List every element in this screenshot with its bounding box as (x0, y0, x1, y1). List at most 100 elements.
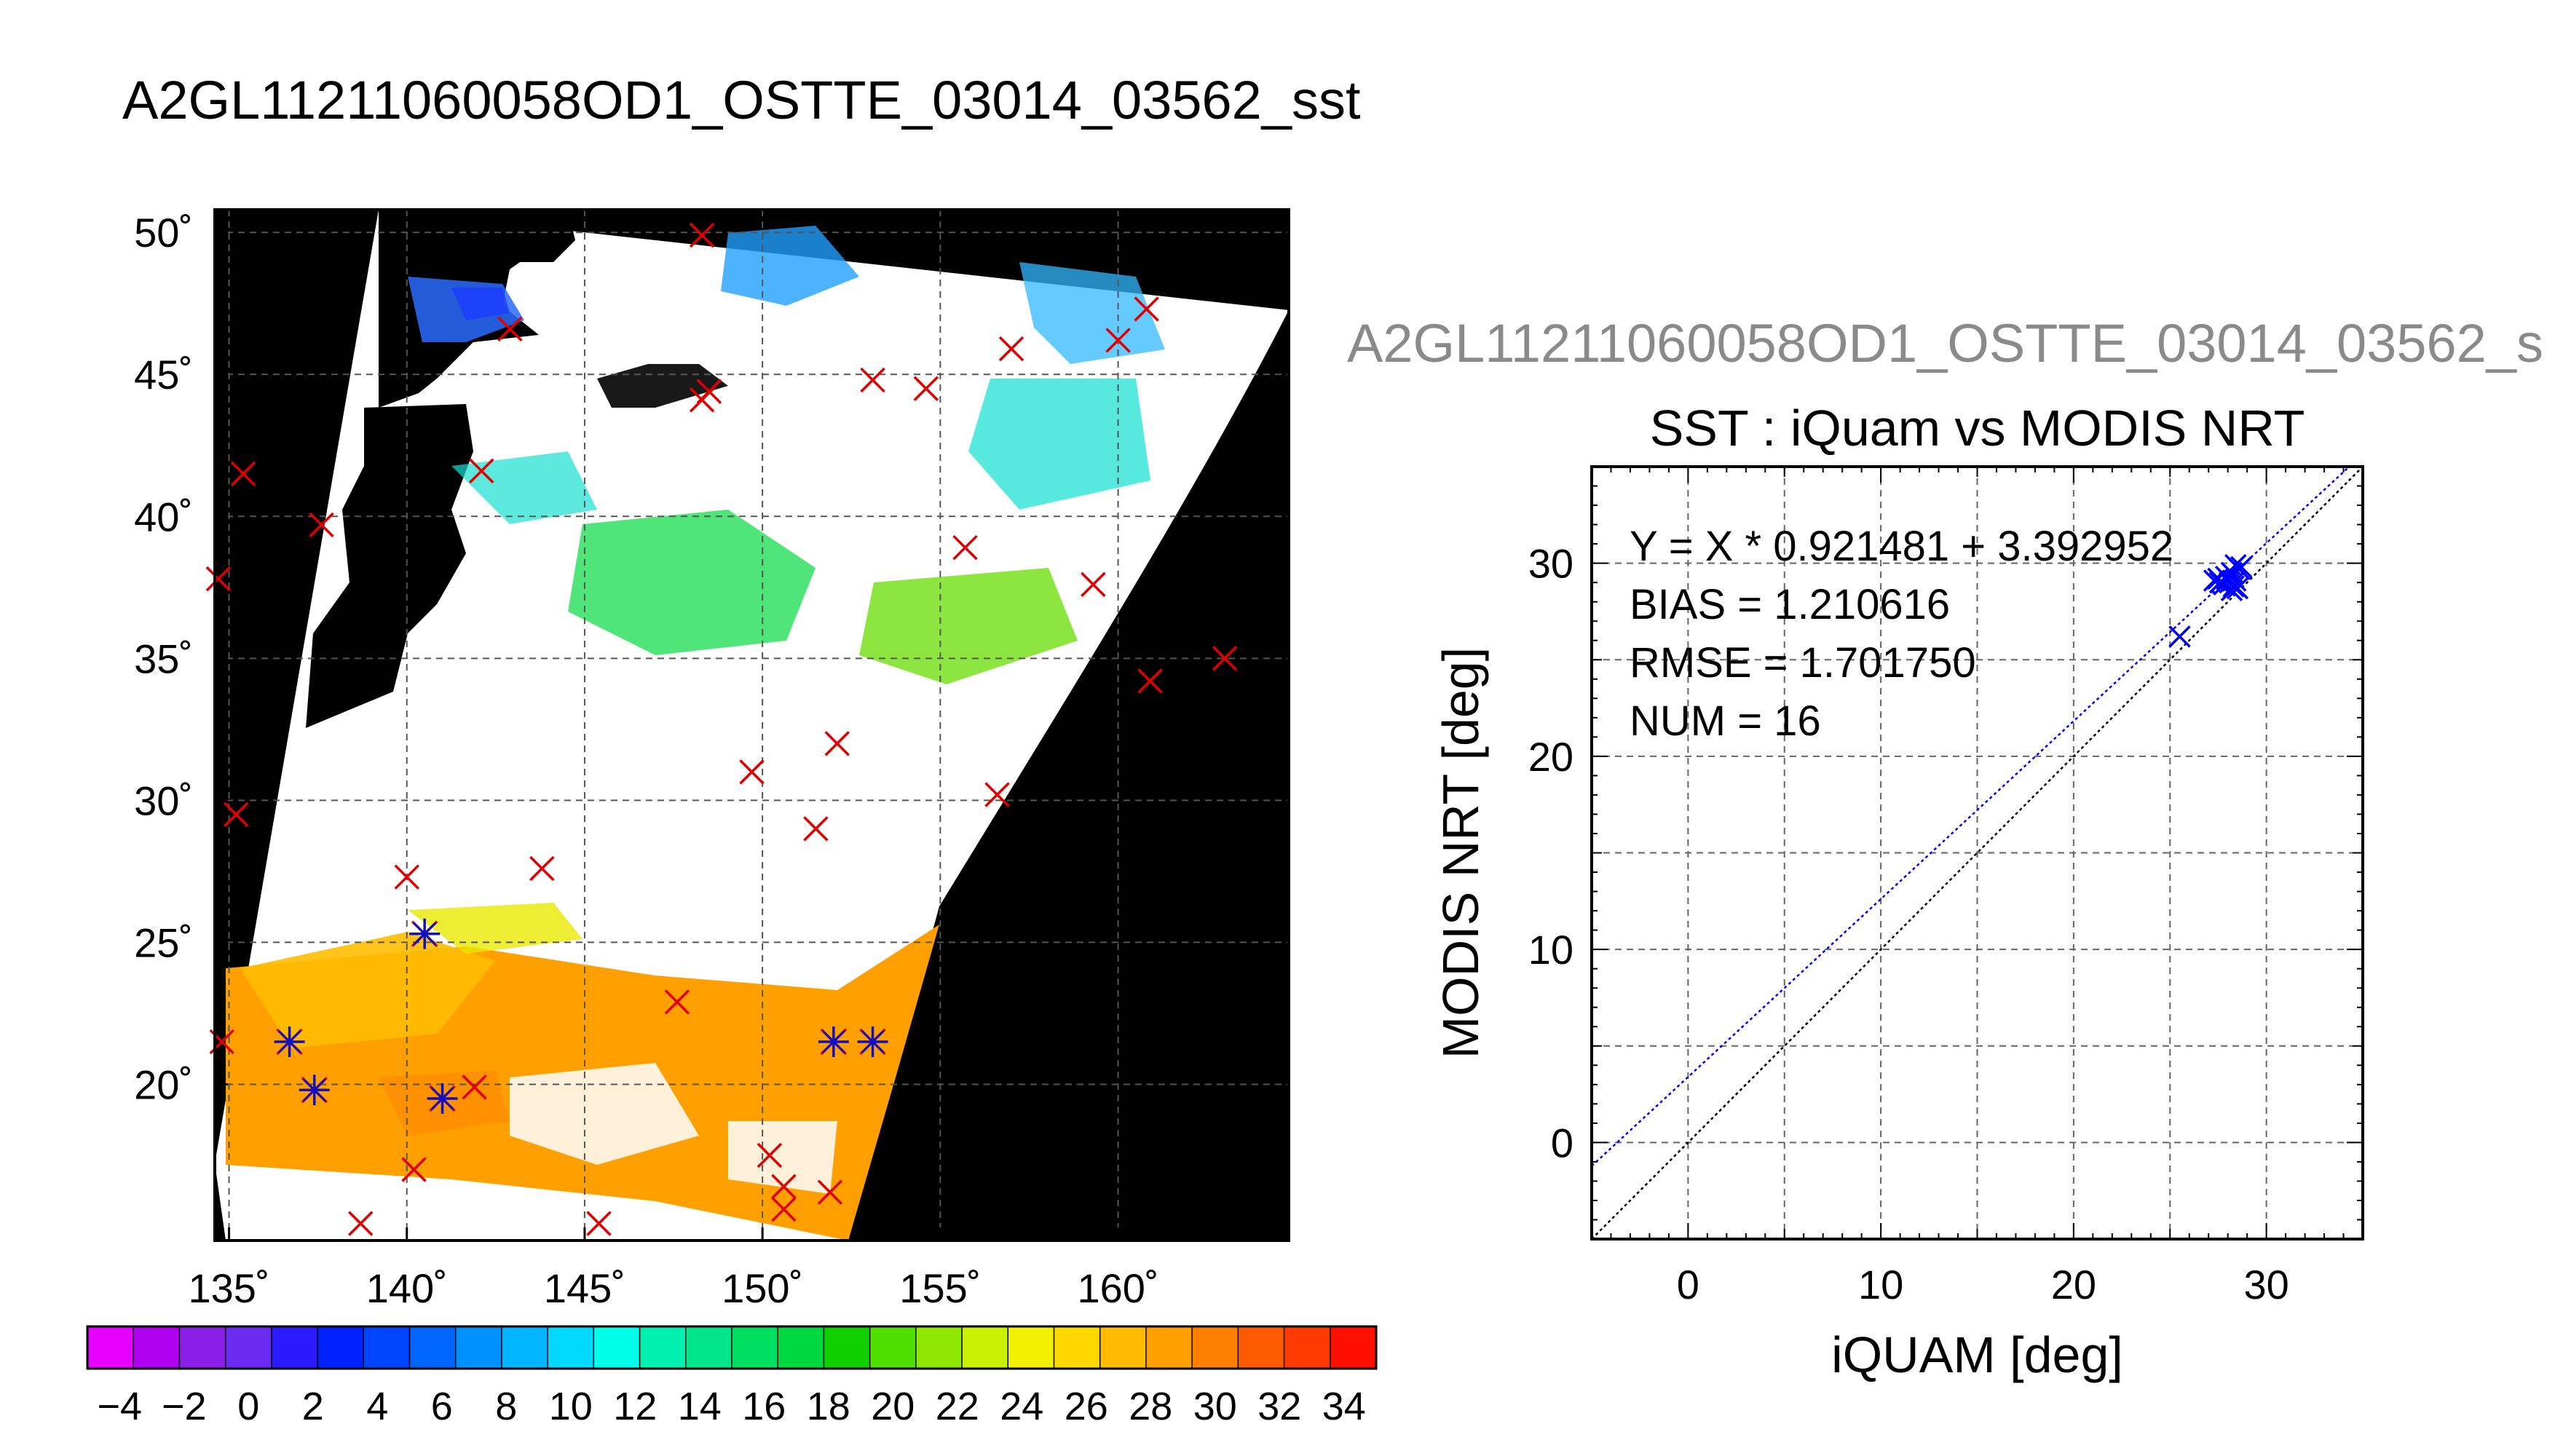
colorbar-tick-label: 30 (1193, 1385, 1237, 1428)
buoy-matched-blue-marker (427, 1083, 458, 1114)
colorbar-tick-label: 20 (871, 1385, 915, 1428)
buoy-red-marker (1134, 296, 1159, 322)
sst-map: 135˚ 140˚ 145˚ 150˚ 155˚ 160˚ 50˚ 45˚ 40˚ 35˚ 30˚ 2… (134, 208, 1290, 1311)
map-lat-label: 30˚ (134, 778, 193, 823)
scatter-annotation: Y = X * 0.921481 + 3.392952 (1630, 523, 2173, 570)
colorbar-segment (639, 1326, 687, 1369)
main-title: A2GL11211060058OD1_OSTTE_03014_03562_sst (122, 70, 1361, 130)
colorbar-tick-label: 14 (678, 1385, 722, 1428)
colorbar-segment (1192, 1326, 1239, 1369)
colorbar-segment (732, 1326, 778, 1369)
buoy-red-marker-stroke (1105, 328, 1131, 353)
map-tick-labels: 135˚ 140˚ 145˚ 150˚ 155˚ 160˚ 50˚ 45˚ 40˚ 35˚ 30˚ 2… (134, 210, 1159, 1311)
colorbar-frame (86, 1325, 1378, 1370)
buoy-red-marker-stroke (469, 458, 494, 484)
buoy-red-marker-stroke (1212, 646, 1238, 671)
buoy-matched-blue-marker (818, 1026, 849, 1057)
scatter-x-tick-label: 20 (2051, 1262, 2096, 1307)
colorbar-segment (1238, 1326, 1285, 1369)
map-lat-label: 25˚ (134, 919, 193, 965)
buoy-matched-blue-stroke (861, 1029, 885, 1054)
sst-patch-south (408, 903, 583, 954)
scatter-y-tick-label: 20 (1528, 734, 1573, 780)
buoy-red-marker-stroke (803, 816, 829, 842)
sst-patch-mid (568, 510, 816, 655)
buoy-red-marker-stroke (205, 566, 232, 592)
scatter-y-axis-label: MODIS NRT [deg] (1432, 647, 1489, 1059)
colorbar-tick-label: −4 (97, 1385, 142, 1428)
colorbar-segment (317, 1326, 364, 1369)
colorbar-segment (915, 1326, 963, 1369)
buoy-red-marker (771, 1196, 797, 1222)
sst-patch-south (240, 932, 495, 1048)
colorbar-segment (962, 1326, 1008, 1369)
buoy-matched-blue-stroke (413, 922, 437, 946)
buoy-matched-blue-marker (274, 1026, 305, 1057)
buoy-matched-blue-marker (299, 1075, 330, 1106)
colorbar-tick-label: 32 (1257, 1385, 1301, 1428)
map-lon-label: 160˚ (1078, 1265, 1159, 1311)
buoy-red-marker-stroke (984, 782, 1010, 807)
buoy-red-marker (803, 816, 829, 842)
scatter-plot: SST : iQuam vs MODIS NRT 0 10 20 30 0 10 20 30 Y … (1432, 400, 2364, 1383)
buoy-red-marker (230, 461, 256, 487)
scatter-title: SST : iQuam vs MODIS NRT (1650, 400, 2305, 456)
sst-patch-mid (859, 568, 1078, 684)
buoy-red-marker (497, 316, 523, 342)
scatter-point-stroke (2168, 625, 2191, 648)
map-lon-label: 135˚ (188, 1265, 269, 1311)
buoy-red-marker-stroke (586, 1211, 612, 1236)
colorbar-segment (225, 1326, 272, 1369)
buoy-red-marker-stroke (394, 864, 419, 890)
buoy-markers (205, 222, 1238, 1236)
colorbar-segment (271, 1326, 318, 1369)
colorbar-segment (1099, 1326, 1147, 1369)
buoy-red-marker-stroke (224, 802, 249, 828)
map-lon-label: 140˚ (366, 1265, 448, 1311)
colorbar-segment (501, 1326, 548, 1369)
colorbar-tick-label: 6 (431, 1385, 453, 1428)
map-lat-label: 50˚ (134, 210, 193, 256)
scatter-annotation: BIAS = 1.210616 (1630, 581, 1950, 628)
colorbar-segment (409, 1326, 457, 1369)
colorbar-tick-label: 8 (495, 1385, 517, 1428)
buoy-red-marker (529, 855, 555, 882)
buoy-red-marker (348, 1211, 374, 1236)
buoy-matched-blue-stroke (821, 1029, 845, 1054)
buoy-red-marker (689, 222, 715, 248)
map-frame (213, 208, 1290, 1242)
map-grid (215, 210, 1289, 1241)
map-lon-label: 145˚ (544, 1265, 625, 1311)
sst-patch-north (1019, 262, 1165, 364)
scatter-point-stroke (2219, 571, 2241, 594)
buoy-red-marker-stroke (1081, 571, 1106, 598)
buoy-red-marker (394, 864, 419, 890)
scatter-x-tick-label: 0 (1677, 1262, 1699, 1307)
scatter-point-stroke (2226, 577, 2249, 600)
colorbar-segment (824, 1326, 871, 1369)
colorbar-segment (1330, 1326, 1377, 1369)
scatter-point (2230, 555, 2253, 579)
buoy-red-marker-stroke (309, 512, 334, 538)
scatter-y-tick-label: 0 (1551, 1120, 1573, 1166)
colorbar-segment (179, 1326, 226, 1369)
map-lon-label: 155˚ (899, 1265, 981, 1311)
buoy-red-marker-stroke (462, 1075, 487, 1100)
sst-patch-south (728, 1121, 837, 1194)
buoy-red-marker (1212, 646, 1238, 671)
buoy-red-marker (952, 534, 978, 561)
buoy-red-marker (205, 566, 232, 592)
buoy-red-marker (401, 1157, 427, 1182)
scatter-y-tick-label: 10 (1528, 927, 1573, 973)
map-lat-label: 45˚ (134, 352, 193, 397)
scatter-point-stroke (2220, 579, 2243, 601)
colorbar-tick-label: 10 (549, 1385, 593, 1428)
scatter-annotation: RMSE = 1.701750 (1630, 639, 1976, 687)
buoy-red-marker-stroke (771, 1196, 797, 1222)
colorbar-segment (593, 1326, 641, 1369)
colorbar-segment (548, 1326, 594, 1369)
colorbar-tick-label: 16 (742, 1385, 786, 1428)
scatter-x-axis-label: iQUAM [deg] (1831, 1326, 2123, 1383)
scatter-point (2220, 579, 2243, 601)
